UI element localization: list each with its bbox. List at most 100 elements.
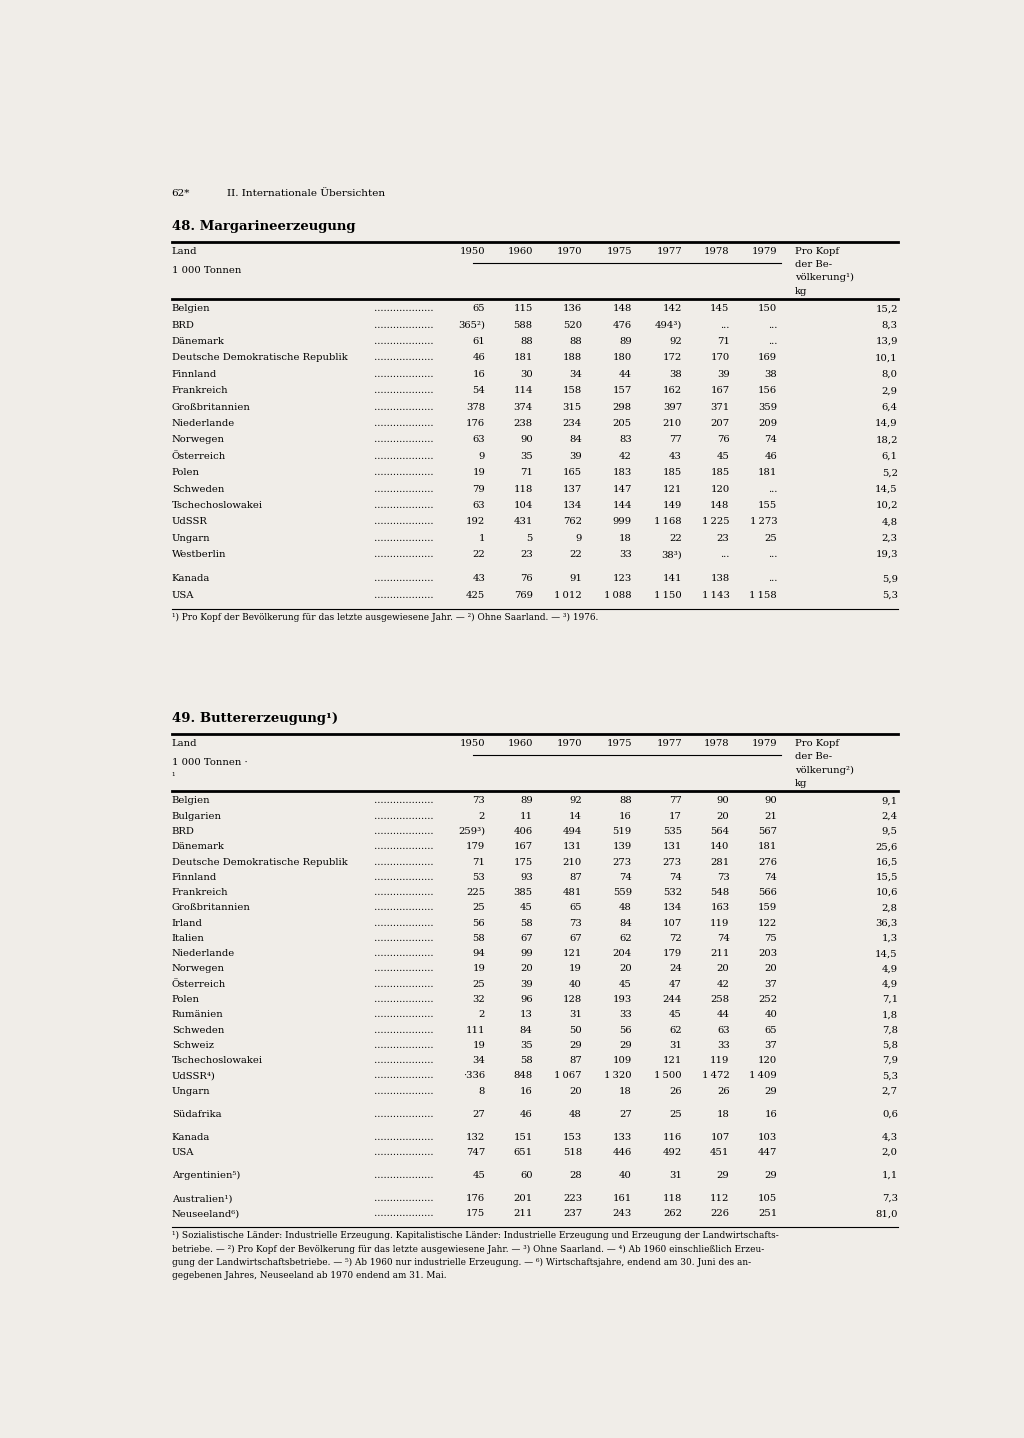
Text: 63: 63 (472, 436, 485, 444)
Text: 121: 121 (663, 1055, 682, 1066)
Text: 115: 115 (513, 305, 532, 313)
Text: 48: 48 (620, 903, 632, 912)
Text: 33: 33 (620, 551, 632, 559)
Text: 122: 122 (758, 919, 777, 928)
Text: 37: 37 (764, 979, 777, 989)
Text: 81,0: 81,0 (876, 1209, 898, 1218)
Text: 35: 35 (520, 452, 532, 460)
Text: ...................: ................... (371, 1148, 433, 1158)
Text: Frankreich: Frankreich (172, 387, 228, 395)
Text: 180: 180 (612, 354, 632, 362)
Text: 90: 90 (717, 797, 729, 805)
Text: 252: 252 (758, 995, 777, 1004)
Text: 27: 27 (472, 1110, 485, 1119)
Text: ¹: ¹ (172, 772, 175, 781)
Text: 140: 140 (711, 843, 729, 851)
Text: 47: 47 (669, 979, 682, 989)
Text: 158: 158 (563, 387, 582, 395)
Text: 150: 150 (758, 305, 777, 313)
Text: Großbritannien: Großbritannien (172, 903, 251, 912)
Text: ...................: ................... (371, 305, 433, 313)
Text: 56: 56 (620, 1025, 632, 1034)
Text: 14,9: 14,9 (876, 418, 898, 429)
Text: 176: 176 (466, 418, 485, 429)
Text: 1 225: 1 225 (701, 518, 729, 526)
Text: 2,8: 2,8 (882, 903, 898, 912)
Text: 20: 20 (620, 965, 632, 974)
Text: 1,3: 1,3 (882, 933, 898, 943)
Text: 44: 44 (618, 370, 632, 378)
Text: 181: 181 (758, 469, 777, 477)
Text: 32: 32 (472, 995, 485, 1004)
Text: ...................: ................... (371, 949, 433, 958)
Text: ...................: ................... (371, 857, 433, 867)
Text: UdSSR⁴): UdSSR⁴) (172, 1071, 215, 1080)
Text: 94: 94 (472, 949, 485, 958)
Text: 92: 92 (669, 336, 682, 347)
Text: II. Internationale Übersichten: II. Internationale Übersichten (227, 190, 385, 198)
Text: 201: 201 (513, 1194, 532, 1204)
Text: 65: 65 (569, 903, 582, 912)
Text: 84: 84 (620, 919, 632, 928)
Text: 447: 447 (758, 1148, 777, 1158)
Text: 48: 48 (569, 1110, 582, 1119)
Text: 39: 39 (717, 370, 729, 378)
Text: 16: 16 (472, 370, 485, 378)
Text: 385: 385 (514, 889, 532, 897)
Text: USA: USA (172, 591, 195, 600)
Text: ...................: ................... (371, 591, 433, 600)
Text: 111: 111 (466, 1025, 485, 1034)
Text: ...................: ................... (371, 889, 433, 897)
Text: ...................: ................... (371, 1209, 433, 1218)
Text: 93: 93 (520, 873, 532, 881)
Text: 16: 16 (620, 811, 632, 821)
Text: 35: 35 (520, 1041, 532, 1050)
Text: 43: 43 (472, 574, 485, 584)
Text: 1979: 1979 (752, 247, 777, 256)
Text: 142: 142 (663, 305, 682, 313)
Text: 107: 107 (663, 919, 682, 928)
Text: 281: 281 (711, 857, 729, 867)
Text: 259³): 259³) (458, 827, 485, 835)
Text: 210: 210 (663, 418, 682, 429)
Text: 13: 13 (520, 1011, 532, 1020)
Text: 365²): 365²) (458, 321, 485, 329)
Text: ¹) Sozialistische Länder: Industrielle Erzeugung. Kapitalistische Länder: Indust: ¹) Sozialistische Länder: Industrielle E… (172, 1231, 778, 1241)
Text: 39: 39 (520, 979, 532, 989)
Text: 67: 67 (520, 933, 532, 943)
Text: ...................: ................... (371, 418, 433, 429)
Text: 1 168: 1 168 (654, 518, 682, 526)
Text: 1 150: 1 150 (654, 591, 682, 600)
Text: 262: 262 (663, 1209, 682, 1218)
Text: 92: 92 (569, 797, 582, 805)
Text: 5,8: 5,8 (882, 1041, 898, 1050)
Text: Norwegen: Norwegen (172, 436, 224, 444)
Text: 39: 39 (569, 452, 582, 460)
Text: ¹) Pro Kopf der Bevölkerung für das letzte ausgewiesene Jahr. — ²) Ohne Saarland: ¹) Pro Kopf der Bevölkerung für das letz… (172, 613, 598, 621)
Text: 50: 50 (569, 1025, 582, 1034)
Text: 1 320: 1 320 (604, 1071, 632, 1080)
Text: ...................: ................... (371, 1133, 433, 1142)
Text: 8,3: 8,3 (882, 321, 898, 329)
Text: 46: 46 (472, 354, 485, 362)
Text: Dänemark: Dänemark (172, 843, 224, 851)
Text: BRD: BRD (172, 827, 195, 835)
Text: Tschechoslowakei: Tschechoslowakei (172, 500, 263, 510)
Text: Polen: Polen (172, 469, 200, 477)
Text: 29: 29 (764, 1171, 777, 1181)
Text: ...................: ................... (371, 1194, 433, 1204)
Text: 23: 23 (717, 533, 729, 542)
Text: 62*: 62* (172, 190, 190, 198)
Text: 175: 175 (466, 1209, 485, 1218)
Text: 63: 63 (472, 500, 485, 510)
Text: ...................: ................... (371, 903, 433, 912)
Text: ·336: ·336 (463, 1071, 485, 1080)
Text: Finnland: Finnland (172, 873, 217, 881)
Text: 244: 244 (663, 995, 682, 1004)
Text: ...................: ................... (371, 1087, 433, 1096)
Text: 151: 151 (513, 1133, 532, 1142)
Text: Frankreich: Frankreich (172, 889, 228, 897)
Text: 89: 89 (620, 336, 632, 347)
Text: 298: 298 (612, 403, 632, 411)
Text: 40: 40 (569, 979, 582, 989)
